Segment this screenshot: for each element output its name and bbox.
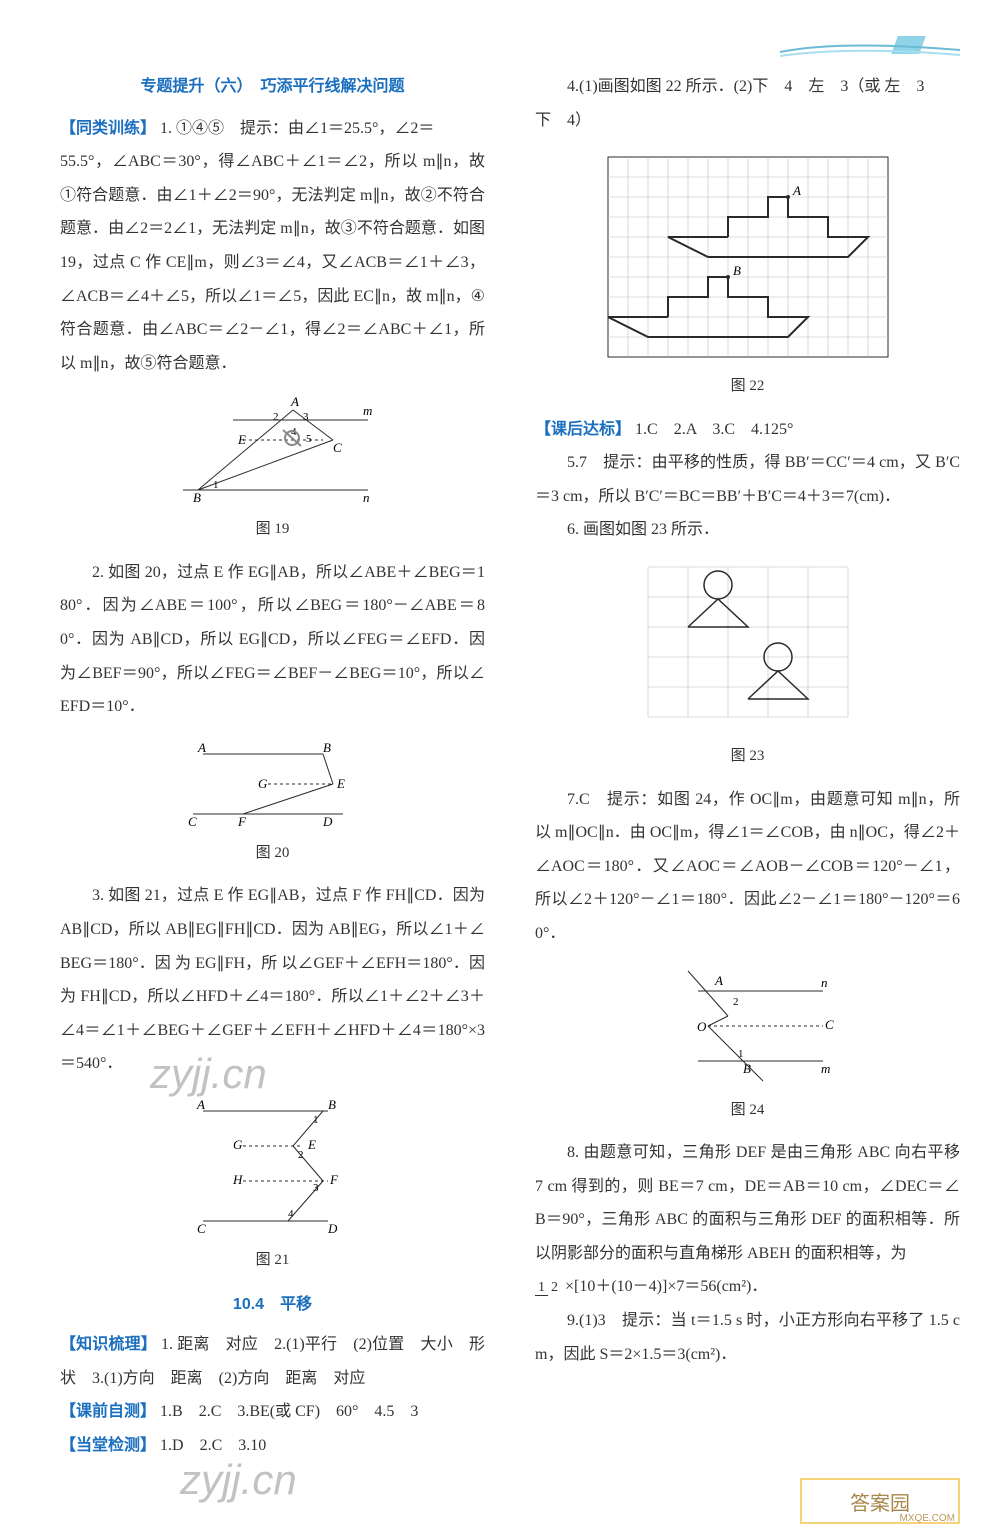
svg-text:2: 2: [733, 996, 739, 1008]
right-column: 4.(1)画图如图 22 所示．(2)下 4 左 3（或 左 3 下 4） A …: [535, 70, 960, 1462]
figure-19: m n E A C B 2 3 4 5 1: [60, 390, 485, 510]
fig22-label: 图 22: [535, 371, 960, 403]
p4b: 下 4）: [535, 104, 960, 138]
svg-text:n: n: [363, 490, 370, 505]
svg-text:A: A: [792, 183, 801, 198]
fig24-label: 图 24: [535, 1095, 960, 1127]
svg-text:A: A: [197, 740, 206, 755]
svg-text:B: B: [328, 1097, 336, 1112]
svg-text:A: A: [714, 973, 723, 988]
svg-text:A: A: [196, 1097, 205, 1112]
svg-text:C: C: [188, 814, 197, 829]
keqian-text: 1.B 2.C 3.BE(或 CF) 60° 4.5 3: [160, 1403, 418, 1420]
keqian-line: 【课前自测】 1.B 2.C 3.BE(或 CF) 60° 4.5 3: [60, 1395, 485, 1429]
p6: 6. 画图如图 23 所示．: [535, 513, 960, 547]
svg-text:n: n: [821, 975, 828, 990]
p8: 8. 由题意可知，三角形 DEF 是由三角形 ABC 向右平移 7 cm 得到的…: [535, 1136, 960, 1270]
svg-text:3: 3: [313, 1182, 319, 1194]
tag-keqian: 【课前自测】: [60, 1403, 156, 1420]
svg-text:G: G: [233, 1137, 243, 1152]
kehou-text: 1.C 2.A 3.C 4.125°: [635, 421, 793, 438]
figure-23: [535, 557, 960, 737]
svg-text:B: B: [323, 740, 331, 755]
p8b-text: ×[10＋(10－4)]×7＝56(cm²)．: [565, 1278, 767, 1295]
p3: 3. 如图 21，过点 E 作 EG∥AB，过点 F 作 FH∥CD．因为 AB…: [60, 879, 485, 1081]
p2: 2. 如图 20，过点 E 作 EG∥AB，所以∠ABE＋∠BEG＝180°．因…: [60, 556, 485, 724]
topic-title: 专题提升（六） 巧添平行线解决问题: [60, 70, 485, 104]
svg-text:5: 5: [306, 433, 312, 445]
svg-text:O: O: [697, 1019, 707, 1034]
svg-text:A: A: [290, 394, 299, 409]
svg-text:2: 2: [273, 411, 279, 423]
p1b: 55.5°，∠ABC＝30°，得∠ABC＋∠1＝∠2，所以 m∥n，故①符合题意…: [60, 145, 485, 380]
zhishi-line: 【知识梳理】 1. 距离 对应 2.(1)平行 (2)位置 大小 形状 3.(1…: [60, 1328, 485, 1395]
svg-text:E: E: [336, 776, 345, 791]
svg-text:F: F: [329, 1172, 339, 1187]
fig23-label: 图 23: [535, 741, 960, 773]
svg-text:m: m: [363, 403, 372, 418]
figure-24: n A 2 m B 1 C O: [535, 961, 960, 1091]
svg-text:E: E: [307, 1137, 316, 1152]
footer-text: 答案园: [850, 1487, 910, 1516]
svg-text:C: C: [333, 440, 342, 455]
dangtang-text: 1.D 2.C 3.10: [160, 1437, 266, 1454]
p7: 7.C 提示：如图 24，作 OC∥m，由题意可知 m∥n，所以 m∥OC∥n．…: [535, 783, 960, 951]
fraction-half: 12: [535, 1280, 561, 1295]
two-column-layout: 专题提升（六） 巧添平行线解决问题 【同类训练】 1. ①④⑤ 提示：由∠1＝2…: [0, 0, 1000, 1482]
footer-sub: MXQE.COM: [899, 1513, 955, 1524]
p4a: 4.(1)画图如图 22 所示．(2)下 4 左 3（或 左 3: [535, 70, 960, 104]
tag-tonglei: 【同类训练】: [60, 120, 156, 137]
dangtang-line: 【当堂检测】 1.D 2.C 3.10: [60, 1429, 485, 1463]
fig19-label: 图 19: [60, 514, 485, 546]
svg-text:D: D: [327, 1221, 338, 1236]
footer-badge: 答案园 MXQE.COM: [800, 1478, 960, 1524]
section-10-4: 10.4 平移: [60, 1288, 485, 1322]
figure-21: A B 1 C D 4 G E 2 H F 3: [60, 1091, 485, 1241]
svg-text:G: G: [258, 776, 268, 791]
p1a-text: 1. ①④⑤ 提示：由∠1＝25.5°，∠2＝: [160, 120, 434, 137]
svg-text:H: H: [232, 1172, 243, 1187]
svg-text:E: E: [237, 432, 246, 447]
header-decoration: [780, 30, 960, 60]
kehou-line: 【课后达标】 1.C 2.A 3.C 4.125°: [535, 413, 960, 447]
tag-dangtang: 【当堂检测】: [60, 1437, 156, 1454]
svg-text:F: F: [237, 814, 247, 829]
fig21-label: 图 21: [60, 1245, 485, 1277]
figure-22: A B: [535, 147, 960, 367]
svg-text:3: 3: [303, 411, 309, 423]
tag-kehou: 【课后达标】: [535, 421, 631, 438]
p8b: 12 ×[10＋(10－4)]×7＝56(cm²)．: [535, 1270, 960, 1304]
p9: 9.(1)3 提示：当 t＝1.5 s 时，小正方形向右平移了 1.5 cm，因…: [535, 1304, 960, 1371]
svg-text:C: C: [197, 1221, 206, 1236]
svg-text:1: 1: [213, 479, 219, 491]
left-column: 专题提升（六） 巧添平行线解决问题 【同类训练】 1. ①④⑤ 提示：由∠1＝2…: [60, 70, 485, 1462]
svg-text:B: B: [193, 490, 201, 505]
figure-20: A B C F D G E: [60, 734, 485, 834]
svg-text:C: C: [825, 1017, 834, 1032]
svg-text:D: D: [322, 814, 333, 829]
svg-text:2: 2: [298, 1149, 304, 1161]
p5: 5.7 提示：由平移的性质，得 BB′＝CC′＝4 cm，又 B′C＝3 cm，…: [535, 446, 960, 513]
paragraph-1: 【同类训练】 1. ①④⑤ 提示：由∠1＝25.5°，∠2＝: [60, 112, 485, 146]
svg-text:m: m: [821, 1061, 830, 1076]
fig20-label: 图 20: [60, 838, 485, 870]
svg-text:B: B: [733, 263, 741, 278]
tag-zhishi: 【知识梳理】: [60, 1336, 157, 1353]
